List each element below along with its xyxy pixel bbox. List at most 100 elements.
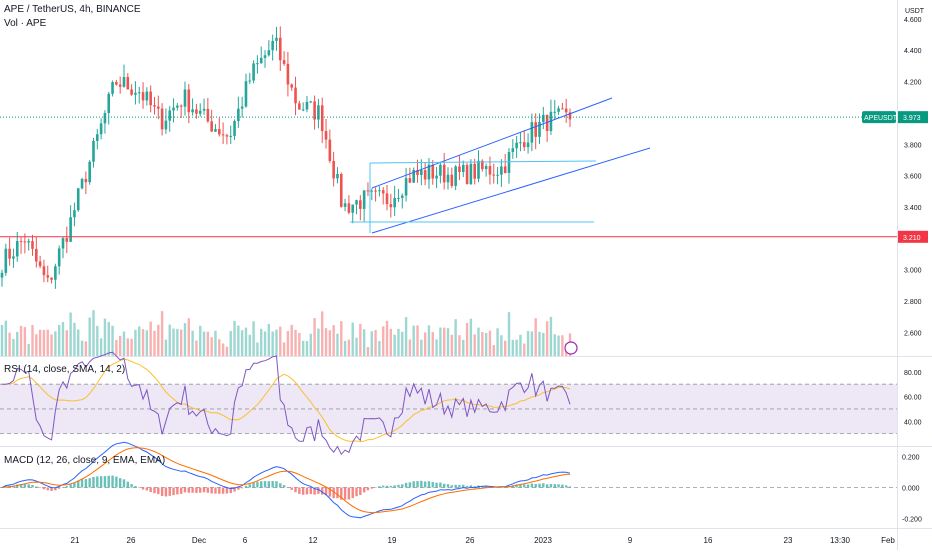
time-tick-label: 21 <box>71 536 80 545</box>
macd-histogram-bar <box>446 484 450 488</box>
symbol-tag-bg <box>862 111 896 124</box>
candle-body <box>545 114 549 132</box>
volume-bar <box>252 321 255 356</box>
volume-bar <box>340 321 343 356</box>
macd-histogram-bar <box>61 486 65 488</box>
volume-bar <box>488 330 492 356</box>
price-tick-label: 4.600 <box>904 17 922 24</box>
rsi-legend: RSI (14, close, SMA, 14, 2) <box>4 364 126 375</box>
macd-histogram-bar <box>374 487 377 488</box>
candle-body <box>237 108 240 122</box>
volume-bar <box>260 328 263 356</box>
macd-histogram-bar <box>206 487 210 493</box>
volume-bar <box>88 317 91 356</box>
volume-bar <box>458 335 461 356</box>
macd-histogram-bar <box>534 484 537 488</box>
candle-body <box>313 101 316 120</box>
candle-body <box>328 139 332 161</box>
macd-histogram-bar <box>439 482 442 488</box>
candle-body <box>317 105 320 120</box>
macd-histogram-bar <box>286 487 290 488</box>
volume-bar <box>534 318 537 356</box>
volume-bar <box>469 318 473 356</box>
rsi-line <box>2 351 571 456</box>
macd-histogram-bar <box>256 481 259 488</box>
candle-body <box>442 164 446 183</box>
candle-body <box>564 108 568 113</box>
support-price-label: 3.210 <box>903 235 921 242</box>
volume-bar <box>23 327 27 356</box>
volume-bar <box>347 339 351 356</box>
candle-body <box>461 164 465 173</box>
candle-body <box>210 121 213 132</box>
macd-histogram-bar <box>397 484 400 488</box>
macd-histogram-bar <box>378 486 381 488</box>
candle-body <box>275 37 278 41</box>
macd-histogram-bar <box>221 487 225 494</box>
volume-group <box>0 310 572 356</box>
volume-bar <box>271 331 274 356</box>
macd-histogram-bar <box>187 487 190 493</box>
volume-bar <box>164 339 168 356</box>
volume-bar <box>503 340 507 356</box>
volume-bar <box>515 339 518 356</box>
candle-body <box>156 106 160 109</box>
volume-bar <box>519 334 522 356</box>
candle-body <box>76 188 80 211</box>
candle-body <box>0 272 4 278</box>
candle-body <box>80 179 84 189</box>
macd-histogram-bar <box>111 475 114 488</box>
volume-bar <box>187 318 190 356</box>
macd-histogram-bar <box>347 487 351 500</box>
macd-histogram-bar <box>42 487 46 490</box>
volume-bar <box>553 334 556 356</box>
candle-body <box>214 129 217 132</box>
macd-histogram-bar <box>317 487 320 494</box>
macd-histogram-bar <box>294 487 297 493</box>
volume-bar <box>443 327 446 356</box>
volume-bar <box>477 327 480 356</box>
volume-bar <box>423 332 427 356</box>
macd-histogram-bar <box>134 486 137 488</box>
volume-bar <box>275 329 278 356</box>
macd-histogram-bar <box>279 483 282 488</box>
macd-histogram-bar <box>252 482 255 488</box>
volume-bar <box>84 341 88 356</box>
macd-histogram-bar <box>23 484 27 488</box>
macd-histogram-bar <box>65 486 69 488</box>
macd-histogram-bar <box>77 480 80 488</box>
candle-body <box>458 166 461 173</box>
macd-histogram-bar <box>324 487 328 496</box>
candle-body <box>202 108 206 111</box>
candle-body <box>557 108 560 112</box>
volume-bar <box>542 332 545 356</box>
macd-histogram-bar <box>389 485 393 488</box>
candle-body <box>435 175 438 179</box>
volume-bar <box>378 341 381 356</box>
macd-histogram-bar <box>336 487 339 499</box>
volume-bar <box>218 339 221 356</box>
macd-histogram-bar <box>130 484 133 488</box>
volume-bar <box>157 324 160 356</box>
volume-bar <box>225 346 229 356</box>
candle-body <box>233 121 236 136</box>
candle-body <box>549 111 553 132</box>
price-tick-label: 3.600 <box>904 174 922 181</box>
candle-body <box>61 238 65 249</box>
volume-bar <box>561 335 564 356</box>
volume-bar <box>99 338 103 356</box>
macd-histogram-bar <box>366 487 370 491</box>
macd-histogram-bar <box>519 484 522 488</box>
macd-histogram-bar <box>145 487 149 491</box>
macd-histogram-bar <box>530 483 534 488</box>
macd-histogram-bar <box>46 487 49 491</box>
candle-body <box>446 174 450 183</box>
candle-body <box>8 248 11 259</box>
volume-bar <box>416 325 419 356</box>
candle-body <box>507 151 511 174</box>
candle-body <box>263 55 267 58</box>
macd-histogram-bar <box>50 487 53 491</box>
price-tick-label: 3.400 <box>904 205 922 212</box>
